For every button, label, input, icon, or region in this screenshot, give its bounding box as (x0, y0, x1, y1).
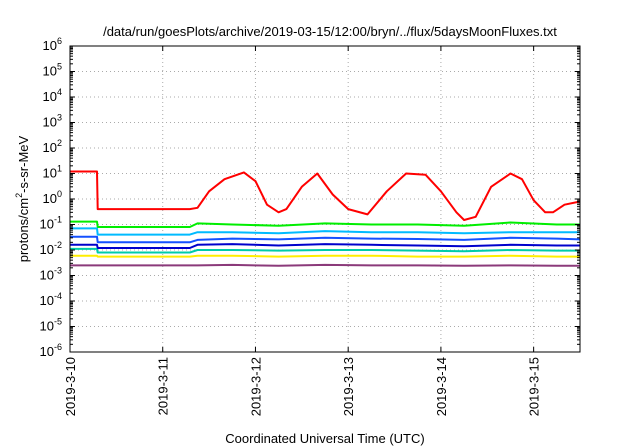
x-tick-label: 2019-3-12 (248, 357, 263, 416)
y-tick-label: 10-5 (40, 317, 62, 334)
y-tick-label: 10-3 (40, 266, 62, 283)
y-tick-label: 101 (43, 164, 62, 181)
chart-title: /data/run/goesPlots/archive/2019-03-15/1… (103, 24, 557, 39)
x-tick-label: 2019-3-15 (527, 357, 542, 416)
series-line (70, 254, 580, 258)
x-tick-label: 2019-3-10 (63, 357, 78, 416)
x-tick-label: 2019-3-11 (156, 357, 171, 415)
ticks: 2019-3-10 2019-3-11 2019-3-12 2019-3-13 2019… (40, 36, 580, 416)
y-axis-title-group: protons/cm2-s-sr-MeV (14, 135, 31, 262)
y-tick-label: 100 (43, 189, 62, 206)
y-tick-label: 10-4 (40, 291, 62, 308)
y-tick-label: 104 (43, 87, 62, 104)
series-line (70, 220, 580, 228)
series-line (70, 263, 580, 267)
series-line (70, 170, 581, 221)
series-line (70, 247, 580, 254)
grid (70, 46, 580, 352)
y-tick-label: 106 (43, 36, 62, 53)
y-tick-label: 102 (43, 138, 62, 155)
y-tick-label: 10-1 (40, 215, 62, 232)
series-line (70, 235, 581, 244)
y-tick-label: 10-6 (40, 342, 62, 359)
y-tick-label: 105 (43, 62, 62, 79)
y-tick-label: 103 (43, 113, 62, 130)
series-line (70, 227, 580, 236)
x-tick-label: 2019-3-13 (341, 357, 356, 416)
x-axis-title: Coordinated Universal Time (UTC) (225, 431, 424, 446)
series-line (70, 243, 580, 249)
y-axis-title: protons/cm2-s-sr-MeV (14, 135, 31, 262)
series-group (70, 170, 581, 267)
x-tick-label: 2019-3-14 (434, 357, 449, 416)
y-tick-label: 10-2 (40, 240, 62, 257)
